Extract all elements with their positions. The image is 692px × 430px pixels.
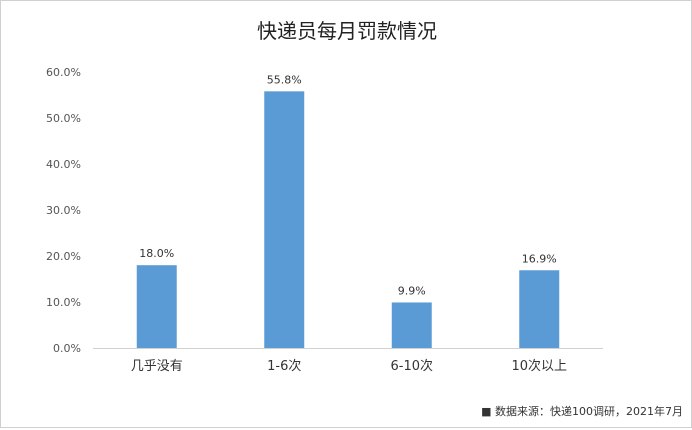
bar <box>136 265 177 348</box>
bar <box>391 302 432 348</box>
x-tick-label: 1-6次 <box>267 358 301 374</box>
data-label: 16.9% <box>522 252 557 265</box>
y-tick-label: 20.0% <box>46 250 81 263</box>
bar <box>519 270 560 348</box>
chart-title: 快递员每月罚款情况 <box>257 19 437 43</box>
y-tick-label: 60.0% <box>46 66 81 79</box>
y-tick-label: 30.0% <box>46 204 81 217</box>
x-tick-label: 几乎没有 <box>131 359 183 374</box>
y-tick-label: 10.0% <box>46 296 81 309</box>
data-label: 55.8% <box>267 73 302 86</box>
bar <box>264 91 305 348</box>
x-tick-label: 6-10次 <box>390 358 433 374</box>
y-tick-label: 40.0% <box>46 158 81 171</box>
x-tick-label: 10次以上 <box>511 358 567 374</box>
source-note: ■ 数据来源：快递100调研，2021年7月 <box>481 405 683 418</box>
data-label: 9.9% <box>398 284 426 297</box>
y-tick-label: 50.0% <box>46 112 81 125</box>
y-tick-label: 0.0% <box>53 342 81 355</box>
data-label: 18.0% <box>139 247 174 260</box>
